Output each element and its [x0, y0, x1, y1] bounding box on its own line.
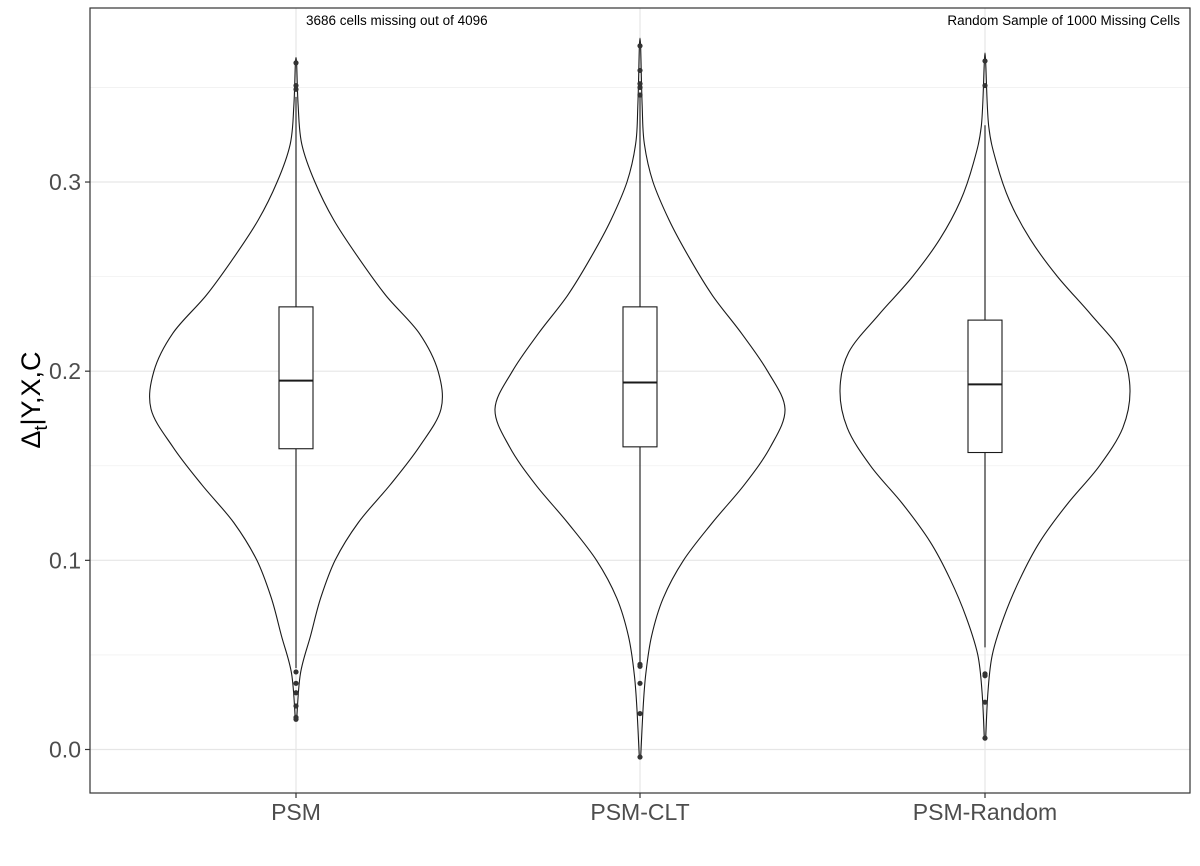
- outlier-point: [637, 67, 643, 74]
- boxplots: [278, 96, 1003, 669]
- outliers: [293, 43, 988, 760]
- y-axis-title: Δt|Y,X,C: [16, 351, 51, 448]
- outlier-point: [293, 703, 299, 709]
- x-tick-label: PSM-CLT: [590, 799, 689, 825]
- outlier-point: [982, 673, 988, 679]
- y-axis-title-rest: |Y,X,C: [16, 351, 46, 425]
- outlier-point: [293, 86, 299, 92]
- outlier-point: [637, 43, 643, 49]
- outlier-point: [293, 716, 299, 722]
- outlier-point: [982, 82, 988, 89]
- outlier-point: [293, 82, 299, 89]
- outlier-point: [982, 699, 988, 705]
- x-tick-label: PSM: [271, 799, 321, 825]
- y-tick-label: 0.0: [49, 736, 81, 762]
- outlier-point: [637, 663, 643, 669]
- annotation-text: Random Sample of 1000 Missing Cells: [947, 13, 1180, 28]
- outlier-point: [982, 58, 988, 64]
- annotation-text: 3686 cells missing out of 4096: [306, 13, 488, 28]
- outlier-point: [293, 680, 299, 686]
- violin-psm-random: [839, 52, 1131, 739]
- violins: [149, 37, 1131, 758]
- outlier-point: [637, 754, 643, 760]
- box-iqr: [967, 319, 1003, 454]
- box-iqr: [622, 306, 658, 448]
- outlier-point: [293, 60, 299, 66]
- box-iqr: [278, 306, 314, 450]
- outlier-point: [637, 680, 643, 686]
- y-axis: 0.0 0.1 0.2 0.3: [49, 169, 90, 762]
- outlier-point: [637, 81, 643, 87]
- outlier-point: [982, 735, 988, 741]
- outlier-point: [637, 710, 643, 717]
- annotations: 3686 cells missing out of 4096 Random Sam…: [306, 13, 1180, 28]
- violin-psm-clt: [494, 37, 786, 758]
- outlier-point: [637, 92, 643, 98]
- outlier-point: [293, 669, 299, 675]
- x-axis: PSM PSM-CLT PSM-Random: [271, 793, 1057, 825]
- violin-psm: [149, 56, 443, 720]
- y-axis-title-sub: t: [31, 426, 51, 431]
- y-tick-label: 0.1: [49, 547, 81, 573]
- y-axis-title-main: Δ: [16, 431, 46, 449]
- y-tick-label: 0.3: [49, 169, 81, 195]
- y-tick-label: 0.2: [49, 358, 81, 384]
- outlier-point: [293, 690, 299, 696]
- outlier-point: [637, 84, 643, 91]
- x-tick-label: PSM-Random: [913, 799, 1057, 825]
